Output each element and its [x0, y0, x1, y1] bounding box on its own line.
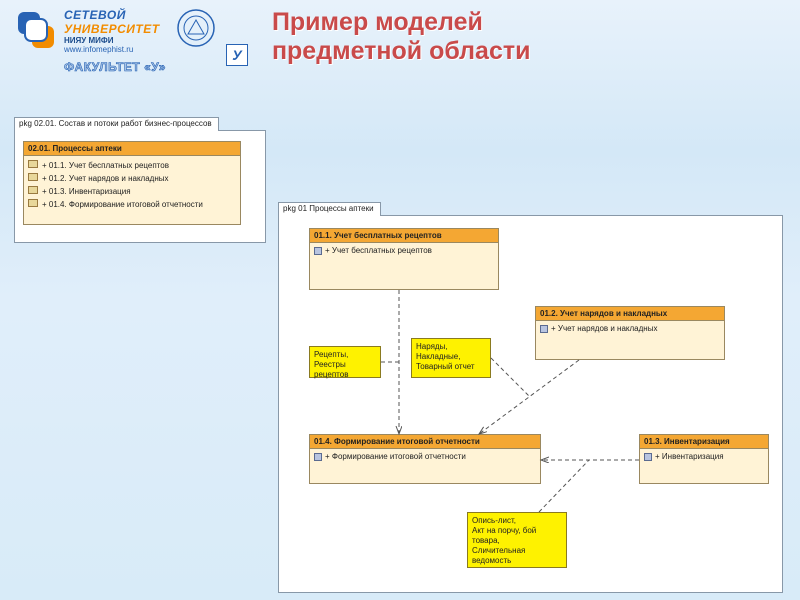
note-text: Опись-лист,Акт на порчу, бой товара,Слич… — [472, 516, 536, 565]
note-text: Наряды,Накладные,Товарный отчет — [416, 342, 475, 371]
uml-header: 01.3. Инвентаризация — [640, 435, 768, 449]
uml-box-orders: 01.2. Учет нарядов и накладных + Учет на… — [535, 306, 725, 360]
package-header: 02.01. Процессы аптеки — [24, 142, 240, 156]
diagram-panel-2: pkg 01 Процессы аптеки 01.1. Учет беспла… — [278, 215, 783, 593]
folder-icon — [28, 160, 38, 168]
logo-line-2: УНИВЕРСИТЕТ — [64, 22, 166, 36]
title-line-1: Пример моделей — [272, 8, 531, 37]
package-box-processes: 02.01. Процессы аптеки + 01.1. Учет бесп… — [23, 141, 241, 225]
uml-box-inventory: 01.3. Инвентаризация + Инвентаризация — [639, 434, 769, 484]
uml-body-text: + Формирование итоговой отчетности — [325, 452, 466, 461]
seal-icon — [176, 8, 216, 48]
faculty-label: ФАКУЛЬТЕТ «У» — [64, 60, 166, 74]
logo-line-1: СЕТЕВОЙ — [64, 8, 166, 22]
component-icon — [540, 325, 548, 333]
badge-letter: У — [232, 47, 241, 63]
component-icon — [314, 453, 322, 461]
uml-header: 01.2. Учет нарядов и накладных — [536, 307, 724, 321]
component-icon — [644, 453, 652, 461]
panel-2-tab: pkg 01 Процессы аптеки — [278, 202, 381, 216]
package-item: + 01.3. Инвентаризация — [28, 186, 236, 197]
page-title: Пример моделей предметной области — [272, 8, 531, 66]
package-item: + 01.4. Формирование итоговой отчетности — [28, 199, 236, 210]
note-text: Рецепты,Реестры рецептов — [314, 350, 348, 379]
uml-body-text: + Учет бесплатных рецептов — [325, 246, 432, 255]
logo-block: СЕТЕВОЙ УНИВЕРСИТЕТ НИЯУ МИФИ www.infome… — [14, 8, 166, 74]
uml-body-text: + Учет нарядов и накладных — [551, 324, 657, 333]
uml-box-receipts: 01.1. Учет бесплатных рецептов + Учет бе… — [309, 228, 499, 290]
university-logo-icon — [14, 8, 60, 54]
uml-note-inventory: Опись-лист,Акт на порчу, бой товара,Слич… — [467, 512, 567, 568]
uml-header: 01.4. Формирование итоговой отчетности — [310, 435, 540, 449]
diagram-panel-1: pkg 02.01. Состав и потоки работ бизнес-… — [14, 130, 266, 243]
folder-icon — [28, 173, 38, 181]
uml-note-receipts: Рецепты,Реестры рецептов — [309, 346, 381, 378]
uml-header: 01.1. Учет бесплатных рецептов — [310, 229, 498, 243]
folder-icon — [28, 199, 38, 207]
package-body: + 01.1. Учет бесплатных рецептов + 01.2. … — [24, 156, 240, 214]
header: СЕТЕВОЙ УНИВЕРСИТЕТ НИЯУ МИФИ www.infome… — [14, 8, 786, 74]
panel-1-tab: pkg 02.01. Состав и потоки работ бизнес-… — [14, 117, 219, 131]
title-line-2: предметной области — [272, 37, 531, 66]
folder-icon — [28, 186, 38, 194]
uml-note-orders: Наряды,Накладные,Товарный отчет — [411, 338, 491, 378]
component-icon — [314, 247, 322, 255]
faculty-badge-icon: У — [226, 44, 248, 66]
uml-body-text: + Инвентаризация — [655, 452, 724, 461]
logo-url: www.infomephist.ru — [64, 45, 166, 54]
uml-box-reporting: 01.4. Формирование итоговой отчетности +… — [309, 434, 541, 484]
logo-line-3: НИЯУ МИФИ — [64, 36, 166, 45]
package-item: + 01.1. Учет бесплатных рецептов — [28, 160, 236, 171]
package-item: + 01.2. Учет нарядов и накладных — [28, 173, 236, 184]
